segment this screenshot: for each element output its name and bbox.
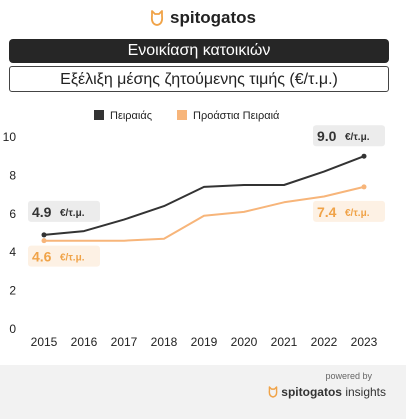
legend-label: Πειραιάς: [110, 110, 152, 122]
footer-brand-suffix: insights: [345, 385, 386, 399]
legend-swatch: [94, 110, 104, 120]
legend-swatch: [177, 110, 187, 120]
y-tick-label: 10: [3, 130, 17, 144]
x-tick-label: 2022: [311, 335, 338, 349]
footer-brand-name: spitogatos: [281, 385, 342, 399]
data-point: [42, 232, 47, 237]
annotation-value: 4.9: [32, 204, 52, 220]
line-chart: Πειραιάς Προάστια Πειραιά 0 2 4 6 8 10 2015 2016 2…: [0, 98, 406, 360]
y-tick-label: 4: [9, 245, 16, 259]
x-tick-label: 2019: [191, 335, 218, 349]
annotation-value: 7.4: [317, 204, 337, 220]
data-point: [362, 154, 367, 159]
y-tick-label: 0: [9, 322, 16, 336]
annotation-unit: €/τ.μ.: [60, 253, 85, 264]
chart-subtitle: Εξέλιξη μέσης ζητούμενης τιμής (€/τ.μ.): [9, 66, 389, 92]
x-tick-label: 2015: [31, 335, 58, 349]
cat-logo-icon: [268, 386, 278, 401]
annotation-unit: €/τ.μ.: [60, 208, 85, 219]
y-tick-label: 6: [9, 207, 16, 221]
annotation-unit: €/τ.μ.: [345, 132, 370, 143]
annotation-unit: €/τ.μ.: [345, 208, 370, 219]
x-tick-label: 2023: [351, 335, 378, 349]
x-tick-label: 2016: [71, 335, 98, 349]
x-tick-label: 2021: [271, 335, 298, 349]
series-line: [44, 156, 364, 235]
y-tick-label: 2: [9, 284, 16, 298]
cat-logo-icon: [150, 10, 164, 31]
annotation-value: 4.6: [32, 249, 52, 265]
x-tick-label: 2017: [111, 335, 138, 349]
x-tick-label: 2020: [231, 335, 258, 349]
y-tick-label: 8: [9, 168, 16, 182]
data-point: [42, 238, 47, 243]
data-point: [362, 184, 367, 189]
brand-name: spitogatos: [170, 8, 256, 27]
powered-by-text: powered by: [325, 371, 372, 381]
banner-title: Ενοικίαση κατοικιών: [9, 39, 389, 63]
annotation-value: 9.0: [317, 128, 337, 144]
legend-label: Προάστια Πειραιά: [193, 110, 280, 122]
footer-brand: spitogatos insights: [268, 385, 386, 401]
brand-header: spitogatos: [0, 8, 406, 31]
footer: powered by spitogatos insights: [0, 365, 406, 419]
x-tick-label: 2018: [151, 335, 178, 349]
